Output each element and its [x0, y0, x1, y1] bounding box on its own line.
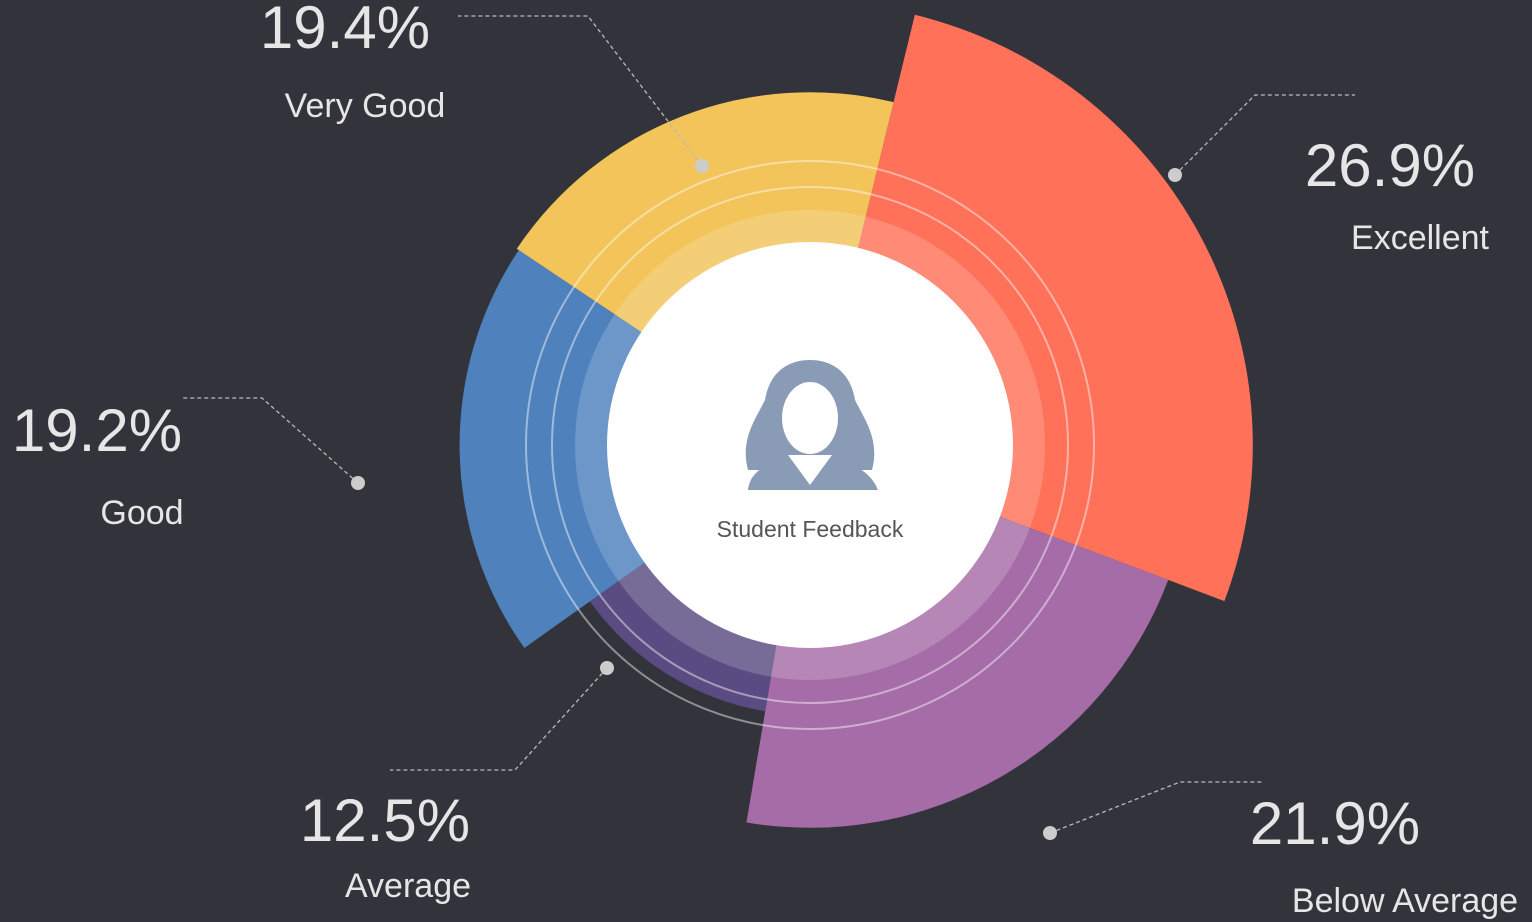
- leader-dot: [600, 661, 614, 675]
- leader-line: [182, 397, 359, 484]
- value-label: 19.2%: [12, 397, 182, 464]
- ring: [551, 186, 1069, 704]
- leader-dot: [695, 159, 709, 173]
- value-label: 26.9%: [1305, 132, 1475, 199]
- value-label: 21.9%: [1250, 790, 1420, 857]
- leader-dot: [1168, 168, 1182, 182]
- value-label: 19.4%: [260, 0, 430, 61]
- leader-line: [390, 667, 608, 771]
- category-label: Below Average: [1292, 882, 1518, 920]
- category-label: Excellent: [1351, 219, 1490, 257]
- leader-line: [458, 15, 703, 167]
- value-label: 12.5%: [300, 787, 470, 854]
- person-neck: [788, 455, 832, 485]
- category-label: Good: [100, 494, 183, 532]
- leader-line: [1049, 781, 1262, 834]
- ring: [525, 160, 1095, 730]
- category-label: Average: [345, 867, 471, 905]
- leader-dot: [1043, 826, 1057, 840]
- leader-dot: [351, 476, 365, 490]
- center-label: Student Feedback: [717, 516, 904, 542]
- category-label: Very Good: [285, 87, 446, 125]
- leader-line: [1174, 94, 1355, 176]
- person-face: [782, 382, 838, 454]
